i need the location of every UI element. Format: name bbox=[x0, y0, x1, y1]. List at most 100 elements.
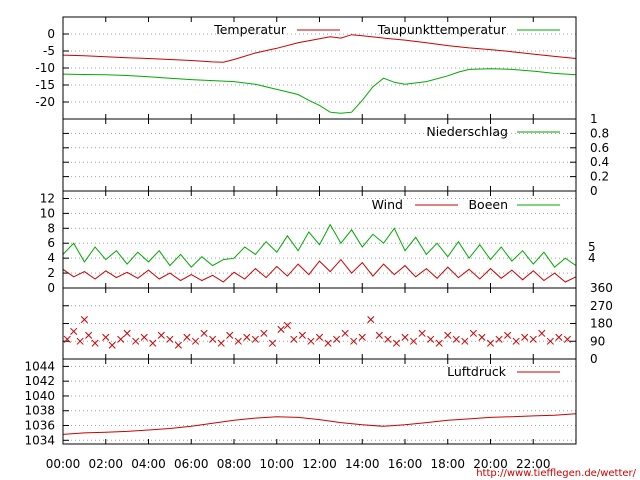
wind-direction-marker bbox=[392, 339, 401, 347]
wind-direction-marker bbox=[243, 333, 251, 341]
wind-direction-marker bbox=[538, 329, 546, 337]
y-tick-label: 12 bbox=[40, 191, 55, 205]
wind-direction-marker bbox=[469, 329, 477, 337]
wind-direction-marker bbox=[140, 333, 148, 341]
series-line-boeen bbox=[62, 223, 577, 268]
right-tick-label: 5 bbox=[588, 240, 596, 254]
x-tick-label: 04:00 bbox=[131, 457, 166, 471]
wind-direction-marker bbox=[123, 329, 131, 337]
wind-direction-marker bbox=[521, 333, 529, 341]
legend-label: Wind bbox=[372, 197, 403, 212]
wind-direction-marker bbox=[529, 335, 537, 343]
x-tick-label: 00:00 bbox=[46, 457, 81, 471]
x-tick-label: 06:00 bbox=[174, 457, 209, 471]
y-tick-label: 0 bbox=[47, 27, 55, 41]
y-tick-label: 1044 bbox=[24, 359, 55, 373]
wind-direction-marker bbox=[409, 337, 418, 345]
wind-direction-marker bbox=[260, 329, 268, 337]
wind-direction-marker bbox=[251, 335, 259, 343]
wind-direction-marker bbox=[307, 337, 315, 345]
y-tick-label: 4 bbox=[47, 251, 55, 265]
wind-direction-marker bbox=[102, 333, 110, 341]
wind-direction-marker bbox=[333, 335, 341, 343]
y-tick-label: 6 bbox=[47, 236, 55, 250]
wind-direction-marker bbox=[444, 331, 452, 339]
y-tick-label: -20 bbox=[35, 95, 55, 109]
wind-direction-marker bbox=[341, 329, 349, 337]
source-url: http://www.tiefflegen.de/wetter/ bbox=[476, 468, 636, 479]
wind-direction-marker bbox=[384, 335, 392, 343]
y-tick-label: 0.4 bbox=[590, 155, 609, 169]
wind-direction-marker bbox=[427, 335, 435, 343]
wind-direction-marker bbox=[149, 339, 157, 347]
y-tick-label: 0 bbox=[47, 281, 55, 295]
wind-direction-marker bbox=[166, 335, 174, 343]
legend-label: Boeen bbox=[468, 197, 508, 212]
x-tick-label: 16:00 bbox=[388, 457, 423, 471]
wind-direction-marker bbox=[200, 329, 208, 337]
legend-label: Niederschlag bbox=[426, 124, 508, 139]
x-tick-label: 10:00 bbox=[259, 457, 294, 471]
wind-direction-marker bbox=[504, 331, 512, 339]
legend-label: Luftdruck bbox=[447, 364, 507, 379]
wind-direction-marker bbox=[512, 337, 520, 345]
wind-direction-marker bbox=[283, 321, 291, 330]
wind-direction-marker bbox=[324, 339, 332, 347]
wind-direction-marker bbox=[132, 337, 140, 345]
right-tick-label: 4 bbox=[588, 251, 596, 265]
wind-direction-marker bbox=[315, 333, 324, 341]
wind-direction-marker bbox=[375, 331, 383, 339]
wind-direction-marker bbox=[268, 339, 277, 347]
wind-direction-marker bbox=[461, 337, 469, 345]
y-tick-label: -10 bbox=[35, 61, 55, 75]
wind-direction-marker bbox=[350, 337, 358, 345]
wind-direction-marker bbox=[367, 316, 375, 324]
wind-direction-marker bbox=[217, 339, 225, 347]
wind-direction-marker bbox=[183, 333, 191, 341]
y-tick-label: 1042 bbox=[24, 374, 55, 388]
wind-direction-marker bbox=[478, 333, 486, 341]
wind-direction-marker bbox=[563, 335, 572, 343]
wind-direction-marker bbox=[76, 337, 84, 345]
y-tick-label: 10 bbox=[40, 206, 55, 220]
wind-direction-marker bbox=[191, 337, 200, 345]
y-tick-label: 1036 bbox=[24, 419, 55, 433]
y-tick-label: 0 bbox=[590, 352, 598, 366]
y-tick-label: 0.6 bbox=[590, 141, 609, 155]
y-tick-label: 1040 bbox=[24, 389, 55, 403]
wind-direction-marker bbox=[486, 339, 495, 347]
legend-label: Temperatur bbox=[213, 22, 287, 37]
x-tick-label: 12:00 bbox=[302, 457, 337, 471]
y-tick-label: 1034 bbox=[24, 433, 55, 447]
wind-direction-marker bbox=[555, 333, 563, 341]
y-tick-label: 0.8 bbox=[590, 126, 609, 140]
y-tick-label: 8 bbox=[47, 221, 55, 235]
series-line-wind bbox=[62, 258, 577, 283]
y-tick-label: -15 bbox=[35, 78, 55, 92]
y-tick-label: 1 bbox=[590, 112, 598, 126]
series-line-luftdruck bbox=[62, 413, 577, 435]
x-tick-label: 14:00 bbox=[345, 457, 380, 471]
wind-direction-marker bbox=[298, 331, 306, 339]
y-tick-label: 360 bbox=[590, 281, 613, 295]
y-tick-label: 90 bbox=[590, 334, 605, 348]
y-tick-label: -5 bbox=[43, 44, 55, 58]
legend-label: Taupunkttemperatur bbox=[377, 22, 507, 37]
wind-direction-marker bbox=[452, 335, 460, 343]
y-tick-label: 1038 bbox=[24, 404, 55, 418]
wind-direction-marker bbox=[108, 341, 116, 349]
y-tick-label: 180 bbox=[590, 317, 613, 331]
wind-direction-marker bbox=[85, 331, 93, 339]
panel-4: 0 90 180 270 360 bbox=[62, 281, 613, 366]
wind-direction-marker bbox=[91, 339, 99, 347]
wind-direction-marker bbox=[418, 329, 426, 337]
wind-direction-marker bbox=[234, 337, 242, 345]
wind-direction-marker bbox=[358, 333, 366, 341]
panel-frame bbox=[62, 358, 577, 445]
x-tick-label: 20:00 bbox=[473, 457, 508, 471]
y-tick-label: 0 bbox=[590, 184, 598, 198]
wind-direction-marker bbox=[209, 335, 217, 343]
wind-direction-marker bbox=[435, 339, 443, 347]
